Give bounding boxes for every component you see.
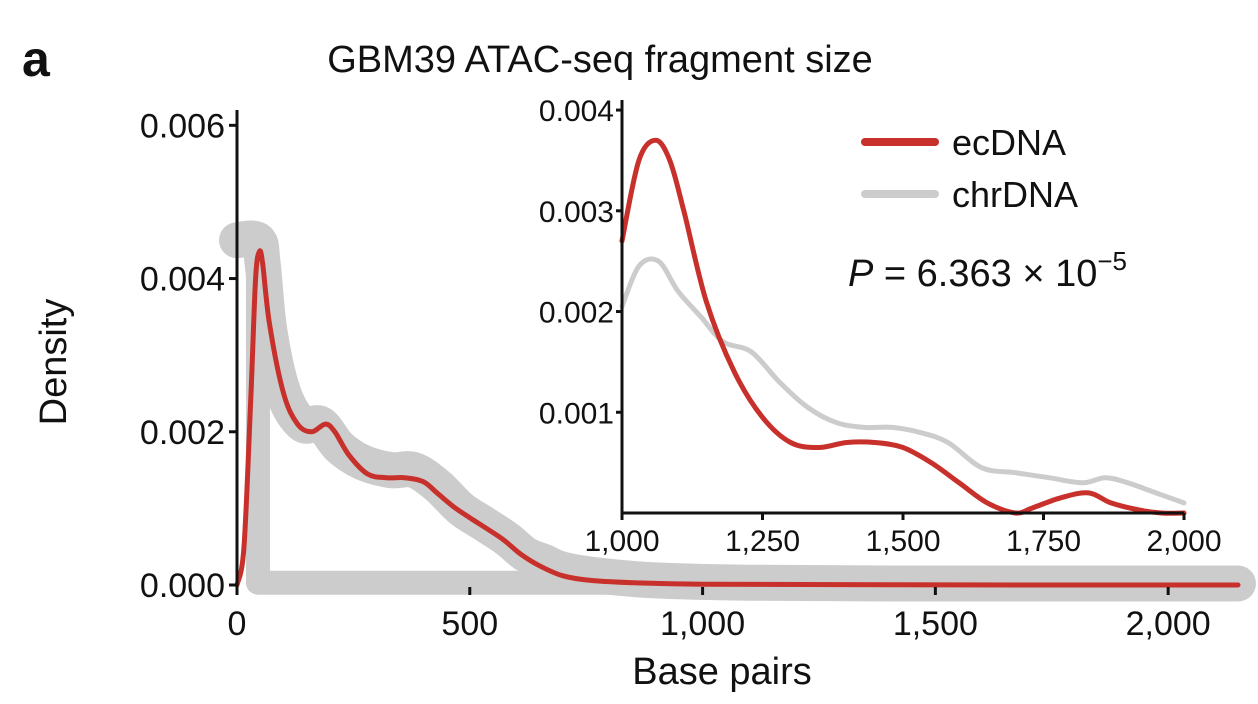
inset-x-tick-label: 1,750 xyxy=(1006,525,1081,558)
y-tick-label: 0.004 xyxy=(140,261,225,299)
inset-series-chrdna-line xyxy=(619,256,1187,506)
inset-x-tick-label: 2,000 xyxy=(1146,525,1221,558)
p-value-text: = 6.363 × 10 xyxy=(873,253,1097,295)
x-tick-label: 1,000 xyxy=(660,605,745,643)
main-series-group xyxy=(219,220,1256,602)
inset-y-tick-label: 0.001 xyxy=(539,397,614,430)
legend-chrdna-label: chrDNA xyxy=(952,174,1078,215)
series-ecdna-line xyxy=(234,248,1241,588)
inset-y-tick-label: 0.004 xyxy=(539,95,614,128)
x-axis-title: Base pairs xyxy=(632,651,812,693)
legend: ecDNA chrDNA xyxy=(861,122,1078,215)
panel-label: a xyxy=(22,31,51,87)
inset-series-group xyxy=(619,137,1187,516)
chart-title: GBM39 ATAC-seq fragment size xyxy=(327,39,873,81)
inset-series-ecdna-line xyxy=(619,137,1187,516)
x-tick-label: 0 xyxy=(228,605,247,643)
x-tick-label: 1,500 xyxy=(893,605,978,643)
inset-x-tick-label: 1,500 xyxy=(865,525,940,558)
inset-x-tick-label: 1,000 xyxy=(584,525,659,558)
inset-y-tick-label: 0.003 xyxy=(539,196,614,229)
x-tick-label: 500 xyxy=(441,605,498,643)
y-tick-label: 0.000 xyxy=(140,567,225,605)
p-value-annotation: P = 6.363 × 10−5 xyxy=(848,246,1127,295)
inset-axes: 0.001 0.002 0.003 0.004 1,000 1,250 1,500 1,750… xyxy=(539,95,1222,558)
p-value-exponent: −5 xyxy=(1097,246,1127,276)
y-tick-label: 0.002 xyxy=(140,414,225,452)
legend-ecdna-label: ecDNA xyxy=(952,122,1066,163)
p-value-symbol: P xyxy=(848,253,874,295)
x-tick-label: 2,000 xyxy=(1126,605,1211,643)
inset-y-tick-label: 0.002 xyxy=(539,297,614,330)
main-axes: 0.000 0.002 0.004 0.006 0 500 1,000 1,500 2,000 xyxy=(140,107,1211,643)
y-axis-title: Density xyxy=(33,299,75,426)
y-tick-label: 0.006 xyxy=(140,107,225,145)
inset-x-tick-label: 1,250 xyxy=(725,525,800,558)
inset-background xyxy=(626,96,1238,509)
